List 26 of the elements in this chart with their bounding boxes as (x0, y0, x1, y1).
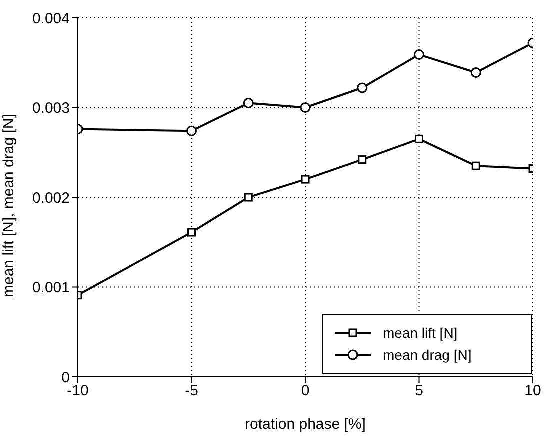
y-tick-label: 0.002 (32, 190, 70, 207)
point (358, 156, 367, 164)
point (415, 134, 424, 144)
x-tick-label: -10 (67, 382, 89, 400)
y-tick-label: 0.001 (32, 280, 70, 297)
legend-label: mean lift [N] (383, 325, 458, 341)
point (357, 82, 368, 94)
x-tick-label: 10 (524, 382, 542, 400)
y-axis-title: mean lift [N], mean drag [N] (0, 114, 18, 298)
point (470, 68, 482, 78)
x-tick-label: 0 (301, 382, 310, 400)
point (186, 126, 197, 136)
y-tick-label: 0.004 (32, 10, 70, 28)
point (301, 175, 310, 184)
x-axis-title: rotation phase [%] (245, 416, 366, 433)
point (188, 228, 196, 237)
point (300, 102, 311, 113)
y-tick-label: 0 (62, 369, 70, 386)
point (243, 98, 254, 109)
legend-label: mean drag [N] (383, 347, 472, 363)
point (244, 193, 253, 202)
x-tick-label: 5 (415, 382, 424, 400)
y-tick-label: 0.003 (32, 100, 70, 118)
x-tick-label: -5 (185, 382, 198, 400)
point (472, 162, 480, 170)
point (414, 50, 424, 60)
